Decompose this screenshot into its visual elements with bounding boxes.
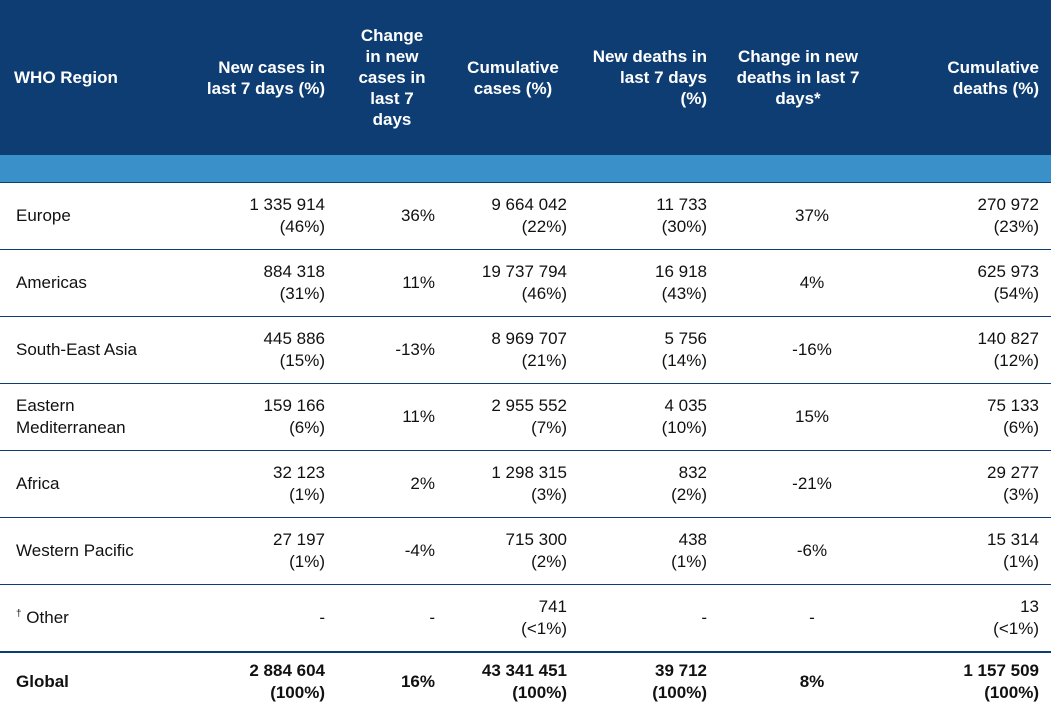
cumulative-deaths-cell: 13 (<1%) [877,584,1051,653]
header-cumulative-deaths: Cumulative deaths (%) [877,0,1051,155]
change-cases-cell: 11% [337,383,447,451]
table-row: Americas 884 318 (31%) 11% 19 737 794 (46%… [0,249,1051,317]
new-cases-cell: 159 166 (6%) [193,383,337,451]
table-row: South-East Asia 445 886 (15%) -13% 8 969 … [0,316,1051,384]
header-region: WHO Region [0,0,193,155]
change-cases-cell: -4% [337,517,447,585]
cumulative-deaths-cell: 270 972 (23%) [877,182,1051,250]
region-name: Western Pacific [0,517,193,585]
table-row: Africa 32 123 (1%) 2% 1 298 315 (3%) 832 (2… [0,450,1051,518]
header-new-deaths: New deaths in last 7 days (%) [579,0,719,155]
cumulative-cases-cell: 2 955 552 (7%) [447,383,579,451]
cumulative-cases-cell: 8 969 707 (21%) [447,316,579,384]
new-deaths-cell: 832 (2%) [579,450,719,518]
change-deaths-cell: - [719,584,877,653]
header-change-cases: Change in new cases in last 7 days [337,0,447,155]
header-new-cases: New cases in last 7 days (%) [193,0,337,155]
change-deaths-cell: 8% [719,651,877,711]
table-row: Western Pacific 27 197 (1%) -4% 715 300 (2… [0,517,1051,585]
cumulative-deaths-cell: 140 827 (12%) [877,316,1051,384]
cumulative-deaths-cell: 29 277 (3%) [877,450,1051,518]
new-deaths-cell: 4 035 (10%) [579,383,719,451]
table-row: Eastern Mediterranean 159 166 (6%) 11% 2 … [0,383,1051,451]
change-deaths-cell: -6% [719,517,877,585]
header-change-deaths: Change in new deaths in last 7 days* [719,0,877,155]
region-name: Americas [0,249,193,317]
table-row: Europe 1 335 914 (46%) 36% 9 664 042 (22%)… [0,182,1051,250]
table-row-other: † Other - - 741 (<1%) - - 13 (<1%) [0,584,1051,653]
change-cases-cell: 16% [337,651,447,711]
change-deaths-cell: 37% [719,182,877,250]
cumulative-cases-cell: 1 298 315 (3%) [447,450,579,518]
new-cases-cell: 445 886 (15%) [193,316,337,384]
new-cases-cell: 884 318 (31%) [193,249,337,317]
new-cases-cell: 2 884 604 (100%) [193,651,337,711]
change-cases-cell: -13% [337,316,447,384]
new-cases-cell: 1 335 914 (46%) [193,182,337,250]
region-name: † Other [0,584,193,653]
region-name: Europe [0,182,193,250]
change-deaths-cell: 15% [719,383,877,451]
new-deaths-cell: - [579,584,719,653]
change-cases-cell: 11% [337,249,447,317]
new-deaths-cell: 438 (1%) [579,517,719,585]
header-cumulative-cases: Cumulative cases (%) [447,0,579,155]
change-deaths-cell: 4% [719,249,877,317]
region-name: Eastern Mediterranean [0,383,193,451]
cumulative-cases-cell: 741 (<1%) [447,584,579,653]
change-cases-cell: 2% [337,450,447,518]
new-cases-cell: 27 197 (1%) [193,517,337,585]
cumulative-deaths-cell: 75 133 (6%) [877,383,1051,451]
region-name: South-East Asia [0,316,193,384]
region-name: Global [0,651,193,711]
cumulative-cases-cell: 9 664 042 (22%) [447,182,579,250]
dagger-marker: † [16,608,22,620]
change-cases-cell: 36% [337,182,447,250]
header-band [0,155,1051,183]
cumulative-cases-cell: 715 300 (2%) [447,517,579,585]
new-deaths-cell: 16 918 (43%) [579,249,719,317]
new-deaths-cell: 5 756 (14%) [579,316,719,384]
change-cases-cell: - [337,584,447,653]
new-cases-cell: - [193,584,337,653]
cumulative-deaths-cell: 15 314 (1%) [877,517,1051,585]
new-deaths-cell: 39 712 (100%) [579,651,719,711]
cumulative-cases-cell: 43 341 451 (100%) [447,651,579,711]
new-cases-cell: 32 123 (1%) [193,450,337,518]
table-header: WHO Region New cases in last 7 days (%) … [0,0,1051,155]
cumulative-deaths-cell: 625 973 (54%) [877,249,1051,317]
change-deaths-cell: -16% [719,316,877,384]
new-deaths-cell: 11 733 (30%) [579,182,719,250]
cumulative-deaths-cell: 1 157 509 (100%) [877,651,1051,711]
table-row-global: Global 2 884 604 (100%) 16% 43 341 451 (10… [0,651,1051,711]
change-deaths-cell: -21% [719,450,877,518]
cumulative-cases-cell: 19 737 794 (46%) [447,249,579,317]
region-name: Africa [0,450,193,518]
